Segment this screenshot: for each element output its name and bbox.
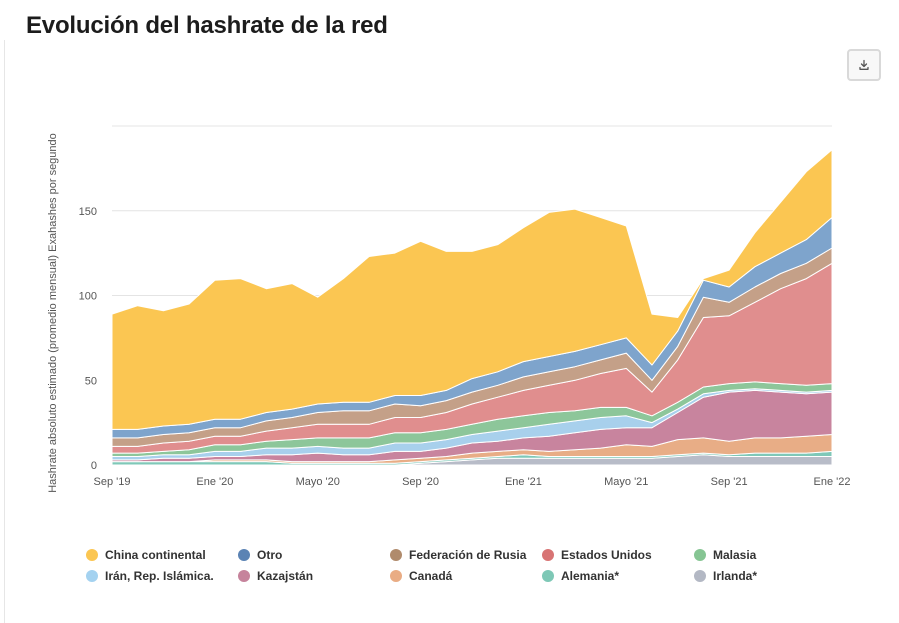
legend-marker — [86, 570, 98, 582]
x-tick-label: Sep '19 — [94, 476, 131, 488]
legend-item[interactable]: Alemania* — [542, 569, 619, 583]
legend-marker — [86, 549, 98, 561]
legend-item[interactable]: Kazajstán — [238, 569, 313, 583]
legend-label: Kazajstán — [257, 569, 314, 583]
y-tick-label: 0 — [91, 460, 97, 472]
legend-marker — [694, 549, 706, 561]
legend-item[interactable]: Estados Unidos — [542, 548, 652, 562]
legend-label: Canadá — [409, 569, 453, 583]
legend-item[interactable]: Irlanda* — [694, 569, 757, 583]
legend-marker — [542, 570, 554, 582]
download-icon — [859, 59, 869, 70]
x-tick-label: Mayo '20 — [296, 476, 340, 488]
x-tick-label: Mayo '21 — [604, 476, 648, 488]
chart-legend: China continental Otro Federación de Rusia… — [86, 548, 886, 592]
y-tick-label: 50 — [85, 375, 97, 387]
legend-marker — [694, 570, 706, 582]
legend-label: Federación de Rusia — [409, 548, 527, 562]
legend-label: Estados Unidos — [561, 548, 652, 562]
page-title: Evolución del hashrate de la red — [26, 12, 388, 39]
legend-label: China continental — [105, 548, 206, 562]
legend-marker — [542, 549, 554, 561]
legend-item[interactable]: China continental — [86, 548, 206, 562]
legend-marker — [238, 549, 250, 561]
y-axis-ticks: 0 50 100 150 — [79, 206, 97, 472]
page-left-border — [4, 40, 5, 623]
x-tick-label: Ene '21 — [505, 476, 542, 488]
legend-marker — [390, 570, 402, 582]
legend-label: Irlanda* — [713, 569, 758, 583]
y-axis-label: Hashrate absoluto estimado (promedio men… — [47, 133, 59, 493]
chart-areas — [111, 149, 833, 466]
legend-label: Irán, Rep. Islámica. — [105, 569, 214, 583]
legend-item[interactable]: Irán, Rep. Islámica. — [86, 569, 214, 583]
x-tick-label: Ene '20 — [196, 476, 233, 488]
legend-label: Alemania* — [561, 569, 620, 583]
download-button[interactable] — [847, 49, 881, 81]
y-tick-label: 100 — [79, 291, 97, 303]
legend-item[interactable]: Canadá — [390, 569, 452, 583]
hashrate-area-chart: 0 50 100 150 Sep '19 Ene '20 Mayo '20 Sep '20 E… — [47, 125, 851, 493]
y-tick-label: 150 — [79, 206, 97, 218]
x-tick-label: Ene '22 — [814, 476, 851, 488]
legend-item[interactable]: Federación de Rusia — [390, 548, 526, 562]
legend-item[interactable]: Malasia — [694, 548, 756, 562]
legend-marker — [390, 549, 402, 561]
legend-label: Malasia — [713, 548, 757, 562]
x-axis-ticks: Sep '19 Ene '20 Mayo '20 Sep '20 Ene '21 Mayo… — [94, 476, 851, 488]
x-tick-label: Sep '20 — [402, 476, 439, 488]
x-tick-label: Sep '21 — [711, 476, 748, 488]
legend-item[interactable]: Otro — [238, 548, 282, 562]
legend-label: Otro — [257, 548, 283, 562]
area-series — [111, 149, 833, 430]
legend-marker — [238, 570, 250, 582]
